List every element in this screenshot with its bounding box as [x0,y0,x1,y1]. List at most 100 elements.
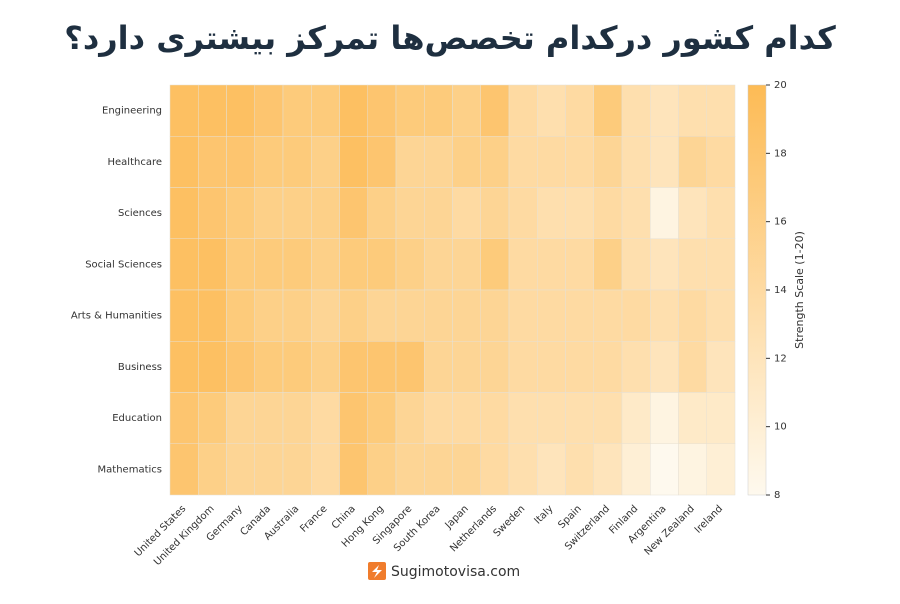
colorbar-tick-label: 8 [774,490,780,501]
heatmap-cell [621,187,651,239]
heatmap-cell [480,443,510,496]
heatmap-cell [565,84,594,137]
heatmap-cell [395,187,425,239]
heatmap-cell [650,238,679,291]
heatmap-cell [424,392,453,444]
heatmap-cell [593,443,623,496]
heatmap-cell [424,136,453,188]
heatmap-cell [565,238,594,291]
heatmap-cell [367,289,397,342]
heatmap-cell [169,341,199,393]
heatmap-cell [311,443,340,496]
heatmap-cell [537,392,566,444]
y-tick-label: Engineering [102,106,162,117]
heatmap-cell [367,341,397,393]
heatmap-cell [424,289,453,342]
heatmap-cell [650,341,679,393]
heatmap-cell [339,341,368,393]
heatmap-cell [565,289,594,342]
heatmap-cell [198,238,227,291]
heatmap-cell [508,289,538,342]
heatmap-cell [650,136,679,188]
heatmap-cell [424,84,453,137]
heatmap-cell [650,84,679,137]
heatmap-cell [169,289,199,342]
colorbar-tick-label: 18 [774,148,787,159]
colorbar-tick-label: 10 [774,422,787,433]
heatmap-cell [480,136,510,188]
heatmap-cell [650,443,679,496]
heatmap-cell [452,136,481,188]
heatmap-cell [254,136,284,188]
heatmap-cell [395,443,425,496]
heatmap-cell [508,136,538,188]
heatmap-cell [395,84,425,137]
heatmap-cell [311,289,340,342]
heatmap-cell [226,187,255,239]
heatmap-cell [339,187,368,239]
heatmap-cell [367,443,397,496]
heatmap-cell [395,238,425,291]
x-tick-label: Sweden [492,503,528,539]
y-tick-label: Sciences [118,208,162,219]
heatmap-cell [198,392,227,444]
heatmap-cell [169,84,199,137]
heatmap-cell [282,443,312,496]
heatmap-cell [311,392,340,444]
heatmap-cell [169,392,199,444]
heatmap-cell [593,238,623,291]
heatmap-cell [226,289,255,342]
heatmap-cell [198,187,227,239]
heatmap-cell [593,187,623,239]
heatmap-cell [226,84,255,137]
heatmap-cell [678,289,707,342]
heatmap-cell [254,238,284,291]
chart-title: کدام کشور درکدام تخصص‌ها تمرکز بیشتری دا… [64,19,836,57]
heatmap-cell [678,136,707,188]
heatmap-cell [593,84,623,137]
colorbar-label: Strength Scale (1-20) [793,231,806,349]
heatmap-cell [508,187,538,239]
heatmap-cell [452,84,481,137]
heatmap-cell [339,84,368,137]
heatmap-cell [706,84,736,137]
heatmap-cell [282,136,312,188]
heatmap-cell [282,341,312,393]
heatmap-cell [367,392,397,444]
heatmap-cell [226,341,255,393]
y-tick-label: Education [112,413,162,424]
heatmap-cell [198,136,227,188]
heatmap-cell [282,238,312,291]
x-tick-label: France [298,503,329,534]
heatmap-cell [311,136,340,188]
heatmap-cell [678,238,707,291]
heatmap-cell [537,136,566,188]
heatmap-cell [339,392,368,444]
heatmap-cell [480,187,510,239]
heatmap-cell [226,443,255,496]
heatmap-cell [198,341,227,393]
heatmap-cell [311,238,340,291]
heatmap-cell [198,84,227,137]
y-tick-label: Arts & Humanities [71,311,162,322]
heatmap-cell [169,136,199,188]
y-tick-label: Healthcare [107,157,162,168]
heatmap-cell [621,341,651,393]
heatmap-cell [169,443,199,496]
heatmap-cell [706,443,736,496]
heatmap-cell [621,392,651,444]
heatmap-cell [339,238,368,291]
heatmap-cell [198,289,227,342]
footer-logo [368,562,386,580]
heatmap-cell [452,341,481,393]
heatmap-cell [621,289,651,342]
heatmap-cell [367,84,397,137]
y-tick-label: Business [118,362,162,373]
x-tick-label: New Zealand [643,503,697,557]
heatmap-cell [565,136,594,188]
heatmap-cell [452,238,481,291]
heatmap-cell [593,341,623,393]
heatmap-cell [311,341,340,393]
heatmap-cell [339,289,368,342]
